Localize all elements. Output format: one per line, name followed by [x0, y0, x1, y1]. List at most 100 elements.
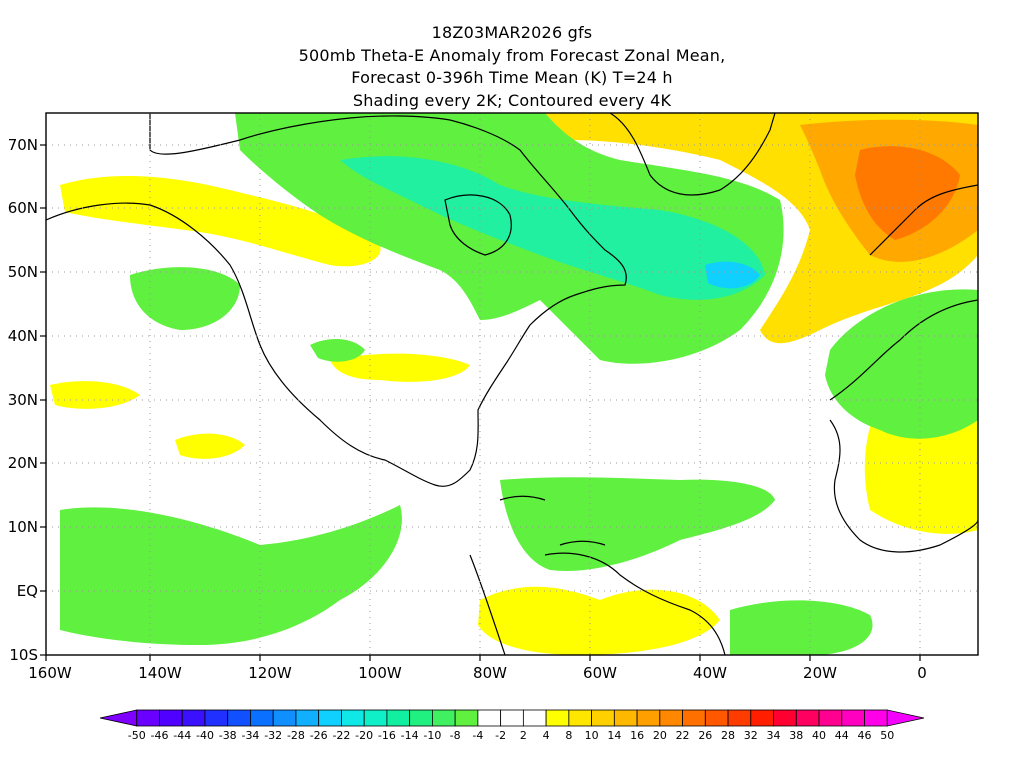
- coastline-hudson-bay: [444, 194, 512, 256]
- colorbar-swatch: [318, 709, 342, 727]
- colorbar-swatch: [500, 709, 524, 727]
- coastline-caribbean: [499, 495, 606, 546]
- chart-title-block: 18Z03MAR2026 gfs 500mb Theta-E Anomaly f…: [0, 22, 1024, 112]
- colorbar-label: 10: [585, 729, 599, 742]
- lat-tick-label: 30N: [8, 391, 38, 409]
- colorbar-swatch: [272, 709, 297, 727]
- title-line-2: 500mb Theta-E Anomaly from Forecast Zona…: [298, 45, 726, 65]
- colorbar-swatch: [682, 709, 706, 727]
- colorbar-swatch: [636, 709, 661, 727]
- colorbar-swatch: [181, 709, 206, 727]
- coastline-south-america: [469, 552, 726, 655]
- lon-tick-label: 80W: [473, 664, 507, 682]
- colorbar-label: -32: [264, 729, 282, 742]
- title-line-1: 18Z03MAR2026 gfs: [431, 23, 593, 42]
- colorbar-swatch: [727, 709, 752, 727]
- colorbar-label: 4: [543, 729, 550, 742]
- colorbar-label: -50: [128, 729, 146, 742]
- colorbar-label: 40: [812, 729, 826, 742]
- colorbar-swatch: [750, 709, 774, 727]
- colorbar-swatch: [295, 709, 320, 727]
- shade-negative-atlantic-min: [705, 261, 760, 289]
- shade-positive-europe-max: [855, 146, 960, 240]
- colorbar-swatch: [545, 709, 570, 727]
- lat-tick-label: EQ: [17, 582, 38, 600]
- shade-positive-gulf-of-alaska: [60, 175, 381, 267]
- colorbar-label: -40: [196, 729, 214, 742]
- colorbar-label: -10: [423, 729, 441, 742]
- lon-tick-label: 120W: [248, 664, 292, 682]
- colorbar-swatch: [613, 709, 638, 727]
- colorbar-label: -4: [472, 729, 483, 742]
- colorbar-swatch: [341, 709, 365, 727]
- map-border: [45, 112, 979, 656]
- colorbar-label: -2: [495, 729, 506, 742]
- coastline-greenland: [609, 113, 776, 196]
- colorbar-swatch: [773, 709, 797, 727]
- colorbar-label: -44: [173, 729, 191, 742]
- colorbar-swatch: [864, 709, 888, 727]
- colorbar-swatch: [204, 709, 229, 727]
- colorbar-label: 8: [565, 729, 572, 742]
- colorbar-swatch: [250, 709, 274, 727]
- lon-tick-label: 20W: [803, 664, 837, 682]
- colorbar-swatch: [591, 709, 615, 727]
- colorbar-label: 2: [520, 729, 527, 742]
- colorbar-label: -34: [241, 729, 259, 742]
- colorbar-swatch: [136, 709, 160, 727]
- colorbar-swatch: [841, 709, 865, 727]
- title-line-4: Shading every 2K; Contoured every 4K: [352, 90, 672, 110]
- colorbar-swatch: [431, 709, 456, 727]
- shade-negative-europe-africa: [825, 289, 978, 439]
- colorbar-label: -46: [151, 729, 169, 742]
- colorbar-label: 50: [880, 729, 894, 742]
- colorbar-label: -38: [219, 729, 237, 742]
- colorbar-label: 32: [744, 729, 758, 742]
- lon-tick-label: 160W: [28, 664, 72, 682]
- colorbar-swatch: [818, 709, 843, 727]
- lon-tick-label: 40W: [693, 664, 727, 682]
- colorbar-swatch: [795, 709, 820, 727]
- colorbar-swatch: [522, 709, 547, 727]
- colorbar-swatch: [704, 709, 729, 727]
- shade-negative-canada-core: [340, 156, 765, 300]
- lat-tick-label: 50N: [8, 263, 38, 281]
- shade-positive-central-atlantic: [330, 353, 470, 382]
- colorbar-swatch: [159, 709, 183, 727]
- colorbar-label: -8: [450, 729, 461, 742]
- colorbar-swatch: [409, 709, 433, 727]
- shade-negative-tropical-pacific: [60, 505, 402, 645]
- longitude-axis: 160W 140W 120W 100W 80W 60W 40W 20W 0: [28, 655, 927, 682]
- lat-tick-label: 10N: [8, 518, 38, 536]
- colorbar-label: 16: [630, 729, 644, 742]
- colorbar-swatch: [386, 709, 411, 727]
- shade-positive-subtropics-west: [50, 381, 140, 409]
- lon-tick-label: 60W: [583, 664, 617, 682]
- lat-tick-label: 60N: [8, 199, 38, 217]
- shade-negative-gulf-of-alaska: [130, 267, 240, 330]
- colorbar-label: 44: [835, 729, 849, 742]
- coastline-north-america: [46, 113, 627, 487]
- title-line-3: Forecast 0-396h Time Mean (K) T=24 h: [351, 68, 673, 87]
- colorbar-swatch: [454, 709, 479, 727]
- shade-negative-tropical-atlantic: [500, 477, 775, 571]
- colorbar-label: -26: [310, 729, 328, 742]
- colorbar-label: -14: [401, 729, 419, 742]
- colorbar-swatch: [659, 709, 683, 727]
- lat-tick-label: 20N: [8, 454, 38, 472]
- graticule: [46, 113, 978, 655]
- colorbar-label: 38: [789, 729, 803, 742]
- colorbar-label: 22: [676, 729, 690, 742]
- colorbar-label: 20: [653, 729, 667, 742]
- colorbar: -50 -46 -44 -40 -38 -34 -32 -28 -26 -22 -20 -16 -14-…: [99, 709, 925, 742]
- colorbar-label: 26: [698, 729, 712, 742]
- latitude-axis: 70N 60N 50N 40N 30N 20N 10N EQ 10S: [8, 136, 46, 664]
- colorbar-label: 46: [858, 729, 872, 742]
- colorbar-label: -28: [287, 729, 305, 742]
- colorbar-swatch: [477, 709, 502, 727]
- colorbar-swatch: [886, 709, 925, 727]
- anomaly-shading: [46, 113, 978, 655]
- lon-tick-label: 100W: [358, 664, 402, 682]
- coastline-europe: [829, 184, 978, 401]
